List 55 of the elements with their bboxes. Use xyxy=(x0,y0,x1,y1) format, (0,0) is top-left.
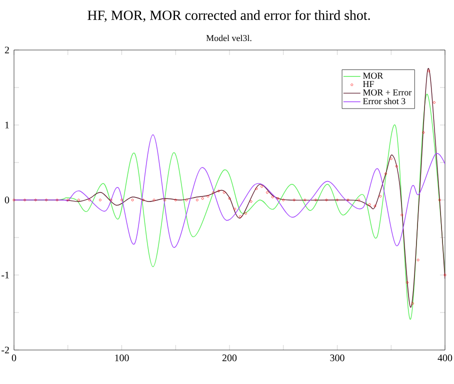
point xyxy=(416,258,420,262)
point xyxy=(88,198,91,202)
point xyxy=(131,198,134,202)
point xyxy=(368,203,371,206)
point xyxy=(234,208,236,210)
point xyxy=(228,197,231,200)
point xyxy=(152,198,156,202)
point xyxy=(444,274,446,276)
point xyxy=(304,198,306,202)
point xyxy=(212,191,215,194)
x-tick-label: 300 xyxy=(330,354,344,362)
point xyxy=(244,212,247,215)
legend-label: MOR + Error xyxy=(363,89,412,96)
point xyxy=(411,302,414,305)
legend-label: MOR xyxy=(363,72,384,79)
point xyxy=(12,198,16,202)
point xyxy=(271,196,274,198)
point xyxy=(77,198,80,202)
x-tick-label: 0 xyxy=(12,354,16,362)
point xyxy=(110,198,112,202)
point xyxy=(250,200,252,203)
point xyxy=(374,204,376,208)
line-series xyxy=(14,134,445,248)
point xyxy=(260,185,264,188)
point xyxy=(438,198,441,202)
chart-title: HF, MOR, MOR corrected and error for third shot. xyxy=(88,10,370,22)
y-tick-label: 0 xyxy=(4,196,10,204)
y-tick-label: -1 xyxy=(2,272,9,278)
legend-label: Error shot 3 xyxy=(363,98,406,104)
point xyxy=(292,198,296,202)
point xyxy=(325,198,328,202)
point xyxy=(201,197,204,200)
point xyxy=(222,191,226,194)
point xyxy=(164,198,166,202)
legend-label: HF xyxy=(363,81,374,87)
point xyxy=(346,198,350,202)
chart-subtitle: Model vel3l. xyxy=(206,34,252,42)
x-tick-label: 400 xyxy=(438,354,452,362)
point xyxy=(34,198,37,202)
point xyxy=(422,131,425,134)
point xyxy=(282,198,285,202)
point xyxy=(56,198,58,202)
point xyxy=(400,214,404,216)
point xyxy=(196,198,198,202)
x-tick-label: 100 xyxy=(115,354,129,362)
x-tick-label: 200 xyxy=(222,354,237,362)
point xyxy=(276,197,280,200)
point xyxy=(428,70,430,72)
point xyxy=(185,198,188,202)
y-tick-label: 2 xyxy=(4,46,9,54)
point xyxy=(45,198,48,202)
point xyxy=(174,198,177,202)
point xyxy=(66,198,70,202)
y-tick-label: -2 xyxy=(2,346,9,354)
y-tick-label: 1 xyxy=(5,122,9,128)
